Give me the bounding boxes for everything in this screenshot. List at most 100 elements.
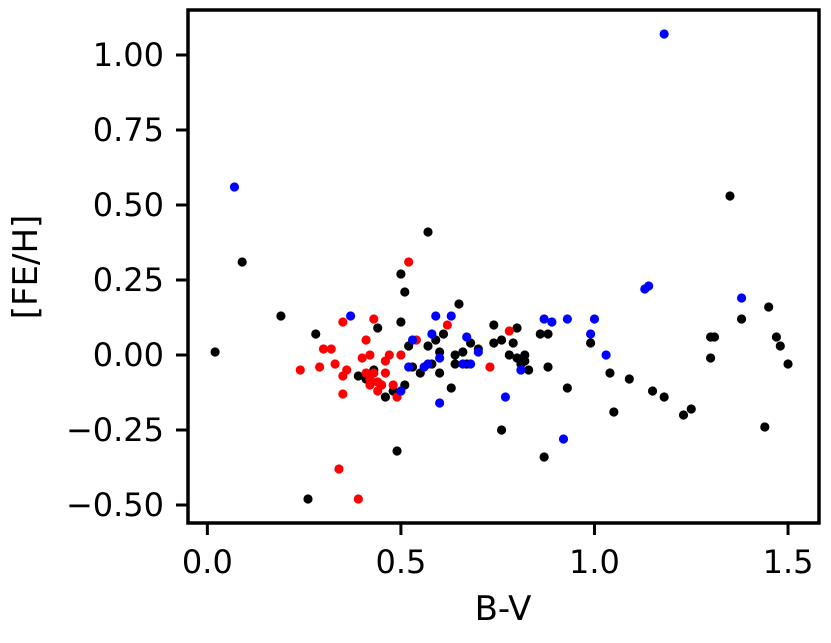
data-point	[504, 326, 514, 336]
data-point	[709, 332, 720, 342]
data-point	[489, 320, 499, 330]
data-point	[442, 320, 452, 330]
data-point	[659, 392, 669, 402]
data-point	[686, 404, 696, 414]
data-point	[736, 314, 747, 324]
data-point	[345, 311, 356, 321]
data-point	[276, 311, 286, 321]
data-point	[388, 380, 398, 390]
data-point	[435, 368, 445, 378]
data-point	[396, 350, 406, 360]
data-point	[423, 341, 433, 351]
data-point	[210, 347, 220, 357]
data-point	[562, 383, 572, 393]
data-point	[736, 293, 747, 303]
data-point	[512, 323, 522, 333]
data-point	[396, 317, 406, 327]
data-point	[396, 269, 406, 279]
data-point	[647, 386, 658, 396]
x-axis-label: B-V	[475, 589, 532, 629]
data-point	[775, 341, 785, 351]
data-point	[369, 368, 379, 378]
y-tick-label: 0.75	[93, 111, 164, 149]
data-point	[586, 338, 596, 348]
data-point	[562, 314, 572, 324]
data-point	[450, 350, 460, 360]
x-tick-label: 0.5	[375, 543, 426, 581]
y-tick-label: −0.25	[66, 411, 164, 449]
data-point	[318, 344, 329, 354]
data-point	[353, 371, 363, 381]
data-point	[435, 353, 445, 363]
data-point	[392, 446, 402, 456]
data-point	[624, 374, 634, 384]
data-point	[431, 311, 441, 321]
data-point	[380, 368, 391, 378]
y-tick-label: 0.25	[93, 261, 164, 299]
data-point	[558, 434, 569, 444]
data-point	[365, 380, 375, 390]
data-point	[334, 464, 344, 474]
data-point	[760, 422, 770, 432]
data-point	[446, 383, 456, 393]
data-point	[504, 350, 514, 360]
data-point	[496, 335, 507, 345]
data-point	[326, 344, 336, 354]
y-tick-label: 1.00	[93, 36, 164, 74]
data-point	[357, 353, 367, 363]
data-point	[338, 317, 348, 327]
data-point	[644, 281, 654, 291]
data-point	[771, 332, 782, 342]
data-point	[365, 350, 375, 360]
data-point	[508, 338, 518, 348]
data-point	[764, 302, 774, 312]
data-points	[210, 29, 793, 504]
data-point	[404, 362, 414, 372]
data-point	[376, 380, 387, 390]
data-point	[369, 314, 379, 324]
y-tick-label: 0.50	[93, 186, 164, 224]
data-point	[311, 329, 321, 339]
data-point	[586, 329, 596, 339]
data-point	[423, 359, 433, 369]
x-tick-label: 1.5	[763, 543, 814, 581]
data-point	[535, 329, 545, 339]
data-point	[342, 365, 352, 375]
data-point	[315, 362, 325, 372]
data-point	[373, 323, 383, 333]
data-point	[659, 29, 669, 39]
data-point	[450, 359, 460, 369]
data-point	[543, 329, 553, 339]
data-point	[783, 359, 793, 369]
data-point	[520, 356, 530, 366]
data-point	[435, 398, 445, 408]
data-point	[353, 494, 363, 504]
y-tick-label: −0.50	[66, 486, 164, 524]
data-point	[438, 329, 449, 339]
data-point	[427, 329, 437, 339]
data-point	[396, 386, 406, 396]
data-point	[609, 407, 619, 417]
data-point	[446, 311, 456, 321]
plot-frame	[186, 8, 821, 525]
data-point	[423, 227, 433, 237]
data-point	[361, 335, 371, 345]
data-point	[407, 335, 418, 345]
data-point	[725, 191, 735, 201]
data-point	[485, 362, 495, 372]
x-tick-label: 1.0	[569, 543, 620, 581]
data-point	[295, 365, 305, 375]
axis-ticks: 0.0 0.5 1.0 1.5 −0.50 −0.25 0.00 0.25 0.50 0.75 1.…	[66, 36, 814, 581]
data-point	[458, 347, 468, 357]
data-point	[500, 392, 511, 402]
data-point	[678, 410, 689, 420]
data-point	[473, 347, 483, 357]
data-point	[303, 494, 313, 504]
data-point	[454, 299, 464, 309]
data-point	[384, 350, 394, 360]
data-point	[589, 314, 600, 324]
data-point	[338, 389, 348, 399]
x-tick-label: 0.0	[182, 543, 233, 581]
